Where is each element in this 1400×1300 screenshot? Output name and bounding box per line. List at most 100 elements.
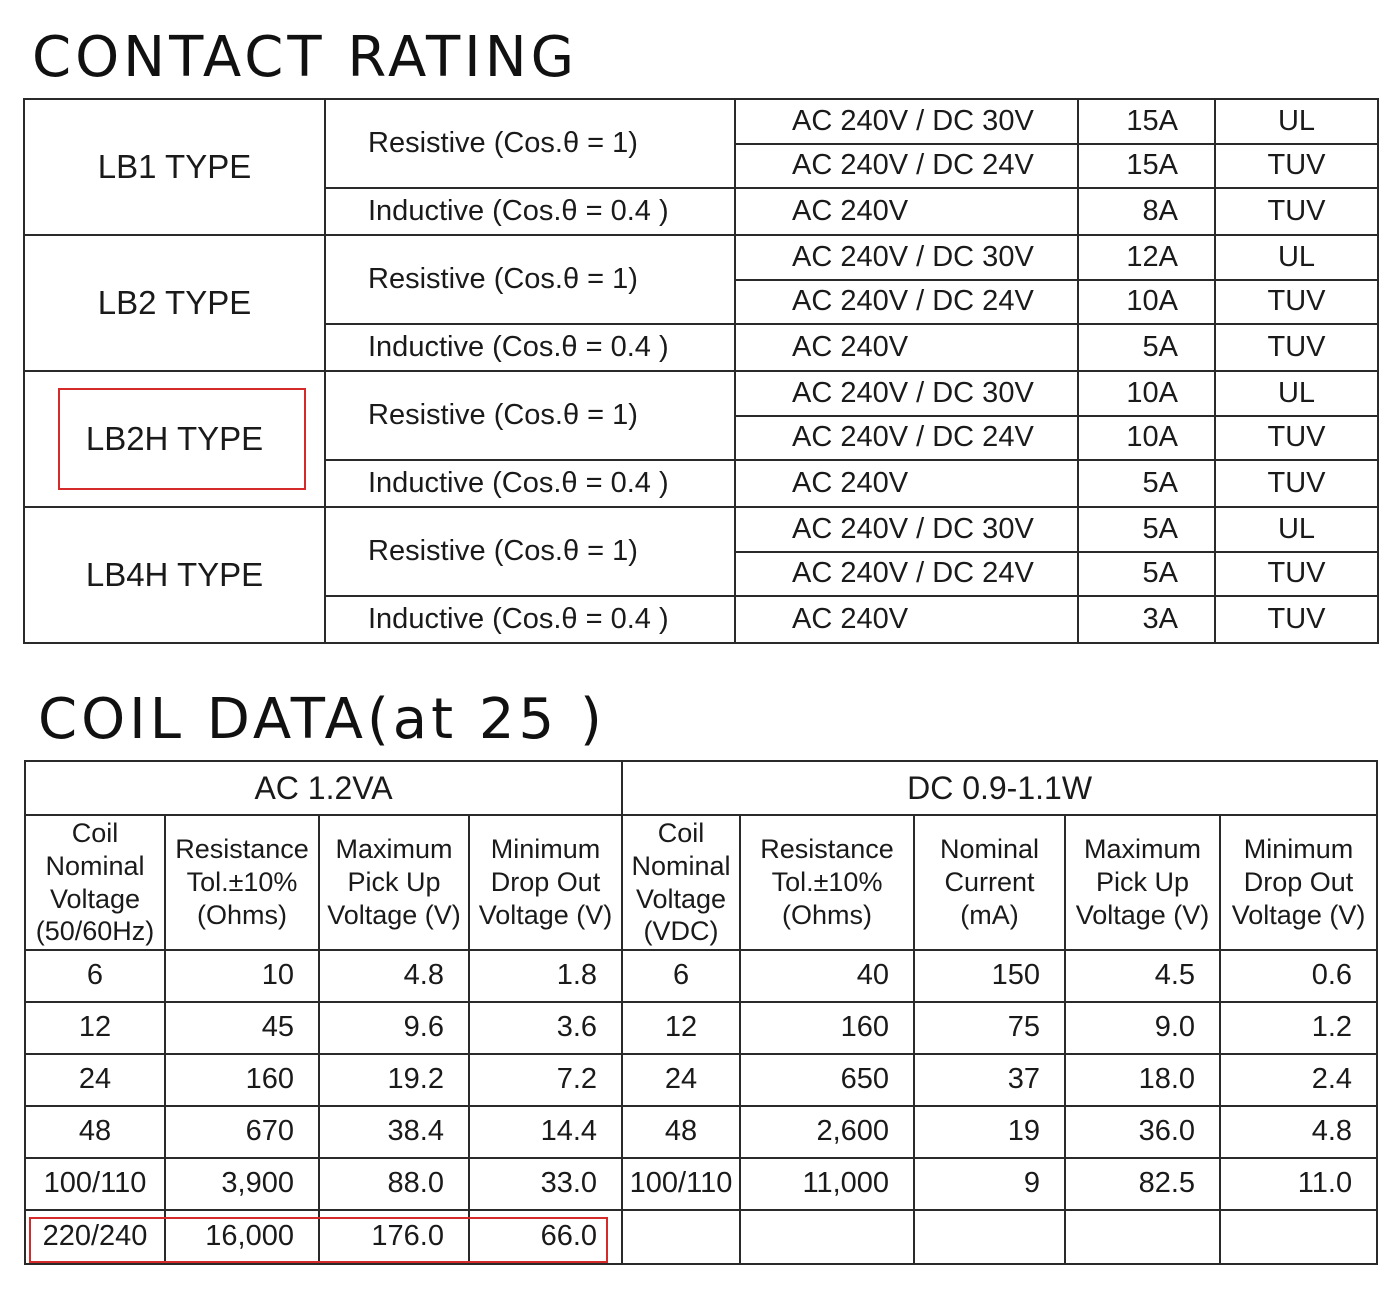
ac-cell: 14.4: [467, 1105, 624, 1159]
coil-data-title: COIL DATA(at 25 ): [38, 687, 606, 752]
dc-cell: 12: [621, 1001, 742, 1055]
type-label: LB2H TYPE: [23, 370, 326, 508]
rated-current: 8A: [1077, 187, 1216, 236]
ac-cell: 66.0: [467, 1209, 624, 1265]
coil-row: 12 45 9.6 3.6 12 160 75 9.0 1.2: [24, 1001, 1379, 1055]
rated-voltage: AC 240V / DC 24V: [734, 143, 1079, 189]
rated-voltage: AC 240V / DC 24V: [734, 551, 1079, 597]
header-line: Voltage (V): [327, 899, 461, 930]
certification: TUV: [1214, 279, 1379, 325]
ac-cell: 176.0: [318, 1209, 470, 1265]
coil-group-header-row: AC 1.2VA DC 0.9-1.1W: [23, 760, 1379, 816]
contact-row: LB4H TYPE Resistive (Cos.θ = 1) AC 240V / …: [23, 506, 1379, 644]
dc-cell: 19: [913, 1105, 1067, 1159]
contact-rating-title: CONTACT RATING: [32, 25, 578, 90]
rated-current: 10A: [1077, 415, 1216, 461]
ac-cell: 16,000: [164, 1209, 320, 1265]
header-line: Tol.±10%: [186, 867, 298, 898]
rated-voltage: AC 240V / DC 30V: [734, 234, 1079, 281]
header-line: Resistance: [175, 834, 309, 865]
dc-column-header: Resistance Tol.±10% (Ohms): [739, 814, 916, 951]
header-line: Drop Out: [1243, 867, 1354, 898]
contact-row: Inductive (Cos.θ = 0.4 ) AC 240V 5A TUV: [24, 323, 1379, 372]
rated-current: 5A: [1077, 506, 1216, 553]
dc-cell: 11.0: [1219, 1157, 1379, 1211]
dc-column-header: Nominal Current (mA): [913, 814, 1067, 951]
certification: TUV: [1214, 459, 1379, 508]
certification: TUV: [1214, 187, 1379, 236]
dc-cell: 40: [739, 949, 916, 1003]
certification: UL: [1214, 506, 1379, 553]
header-line: Coil: [657, 817, 705, 848]
dc-cell: 4.5: [1064, 949, 1222, 1003]
coil-row: 220/240 16,000 176.0 66.0: [24, 1209, 1379, 1265]
dc-cell: 11,000: [739, 1157, 916, 1211]
dc-cell: [1064, 1209, 1222, 1265]
rated-voltage: AC 240V / DC 30V: [734, 506, 1079, 553]
coil-row: 24 160 19.2 7.2 24 650 37 18.0 2.4: [24, 1053, 1379, 1107]
certification: TUV: [1214, 595, 1379, 644]
type-label: LB4H TYPE: [23, 506, 326, 644]
ac-cell: 7.2: [467, 1053, 624, 1107]
rated-current: 5A: [1077, 323, 1216, 372]
rated-voltage: AC 240V: [734, 459, 1079, 508]
dc-cell: 36.0: [1064, 1105, 1222, 1159]
dc-cell: [913, 1209, 1067, 1265]
load-label-inductive: Inductive (Cos.θ = 0.4 ): [324, 187, 736, 236]
contact-row: LB1 TYPE Resistive (Cos.θ = 1) AC 240V / D…: [23, 98, 1379, 236]
ac-cell: 24: [24, 1053, 166, 1107]
rated-voltage: AC 240V / DC 30V: [734, 98, 1079, 145]
load-label-resistive: Resistive (Cos.θ = 1): [324, 234, 736, 325]
contact-row: Inductive (Cos.θ = 0.4 ) AC 240V 8A TUV: [24, 187, 1379, 236]
dc-cell: 2.4: [1219, 1053, 1379, 1107]
certification: TUV: [1214, 323, 1379, 372]
header-line: (mA): [960, 899, 1019, 930]
contact-row: Inductive (Cos.θ = 0.4 ) AC 240V 3A TUV: [24, 595, 1379, 644]
header-line: Nominal: [631, 850, 731, 881]
dc-cell: 9: [913, 1157, 1067, 1211]
ac-cell: 38.4: [318, 1105, 470, 1159]
ac-cell: 6: [24, 949, 166, 1003]
dc-cell: 160: [739, 1001, 916, 1055]
ac-cell: 1.8: [467, 949, 624, 1003]
dc-cell: 75: [913, 1001, 1067, 1055]
dc-cell: 24: [621, 1053, 742, 1107]
contact-row: LB2 TYPE Resistive (Cos.θ = 1) AC 240V / D…: [23, 234, 1379, 372]
contact-row: AC 240V / DC 24V 10A TUV: [24, 279, 1379, 325]
coil-data-body: AC 1.2VA DC 0.9-1.1W Coil Nominal Voltage(…: [23, 760, 1379, 1265]
header-line: Maximum: [1084, 834, 1202, 865]
dc-cell: 100/110: [621, 1157, 742, 1211]
header-line: Resistance: [760, 834, 894, 865]
rated-voltage: AC 240V: [734, 323, 1079, 372]
rated-current: 10A: [1077, 370, 1216, 417]
header-line: (50/60Hz): [35, 916, 155, 947]
header-line: Voltage: [49, 883, 141, 914]
ac-group-header: AC 1.2VA: [23, 760, 624, 816]
certification: UL: [1214, 370, 1379, 417]
rated-current: 10A: [1077, 279, 1216, 325]
header-line: Tol.±10%: [771, 867, 883, 898]
header-line: (Ohms): [782, 899, 873, 930]
ac-cell: 33.0: [467, 1157, 624, 1211]
load-label-inductive: Inductive (Cos.θ = 0.4 ): [324, 595, 736, 644]
dc-cell: 0.6: [1219, 949, 1379, 1003]
certification: TUV: [1214, 551, 1379, 597]
dc-cell: 150: [913, 949, 1067, 1003]
ac-cell: 48: [24, 1105, 166, 1159]
dc-column-header: Minimum Drop Out Voltage (V): [1219, 814, 1379, 951]
header-line: (Ohms): [197, 899, 287, 930]
contact-row: LB2H TYPE Resistive (Cos.θ = 1) AC 240V / …: [23, 370, 1379, 508]
header-line: Voltage (V): [1075, 899, 1210, 930]
header-line: Voltage (V): [1231, 899, 1366, 930]
ac-column-header: Maximum Pick Up Voltage (V): [318, 814, 470, 951]
ac-cell: 10: [164, 949, 320, 1003]
rated-current: 5A: [1077, 551, 1216, 597]
dc-cell: 82.5: [1064, 1157, 1222, 1211]
header-line: Nominal: [939, 834, 1040, 865]
header-line: Drop Out: [490, 867, 601, 898]
certification: UL: [1214, 98, 1379, 145]
coil-row: 48 670 38.4 14.4 48 2,600 19 36.0 4.8: [24, 1105, 1379, 1159]
certification: TUV: [1214, 415, 1379, 461]
load-label-resistive: Resistive (Cos.θ = 1): [324, 506, 736, 597]
load-label-resistive: Resistive (Cos.θ = 1): [324, 370, 736, 461]
